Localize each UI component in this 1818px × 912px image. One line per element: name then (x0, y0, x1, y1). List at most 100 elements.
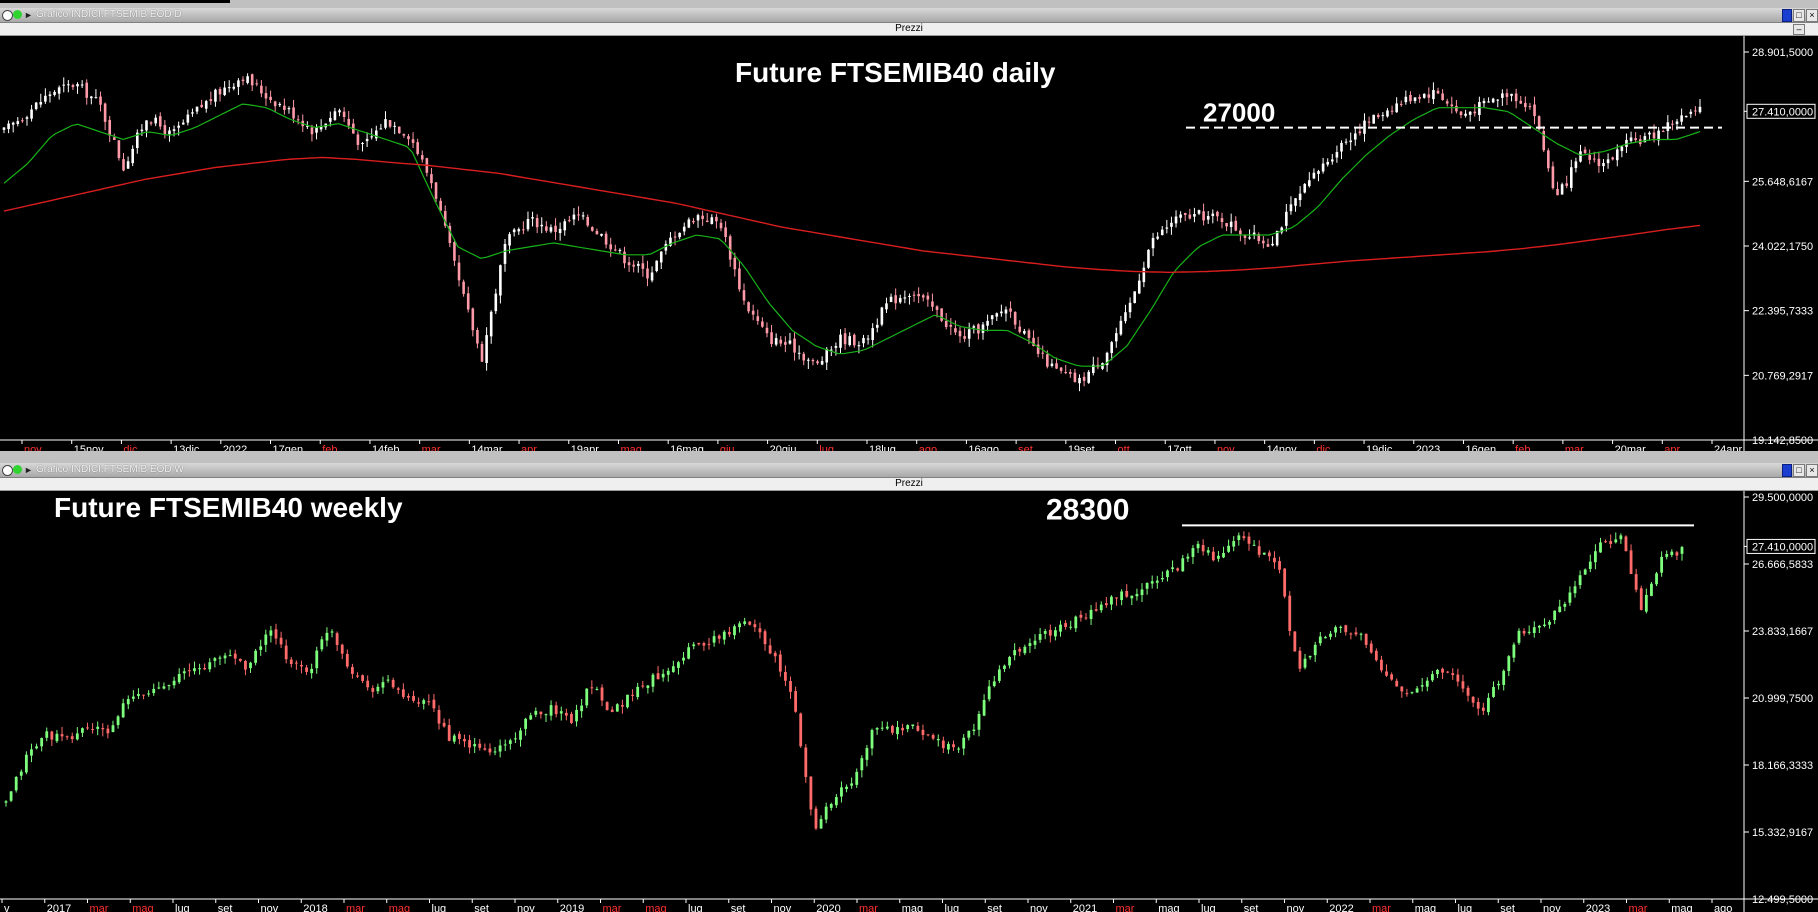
candle-body (1553, 610, 1557, 621)
candle (85, 79, 89, 105)
candle-body (862, 337, 865, 344)
candle-body (1482, 100, 1486, 104)
candle-body (1206, 550, 1210, 553)
candle (388, 119, 392, 129)
candle-body (626, 694, 629, 708)
weekly-chart-window[interactable]: ► Grafico INDICI.FTSEMIB EOD W □ × Prezz… (0, 463, 1818, 912)
candle (1170, 216, 1173, 235)
candle (1285, 204, 1288, 232)
candle-body (632, 264, 635, 267)
candle (632, 260, 635, 273)
candle (457, 731, 461, 745)
candle-body (1313, 644, 1317, 656)
candle (641, 255, 645, 277)
close-button[interactable]: × (1806, 464, 1818, 477)
candle (1225, 222, 1228, 232)
candle-body (1430, 674, 1434, 681)
candle (1110, 595, 1113, 611)
candle-body (391, 679, 395, 688)
candle (1593, 544, 1597, 570)
candle (1137, 273, 1141, 295)
maximize-button[interactable]: □ (1793, 464, 1805, 477)
candle (4, 800, 8, 807)
candle-body (1698, 106, 1702, 113)
candle-body (717, 635, 721, 639)
candle-body (427, 701, 431, 703)
candle-body (149, 122, 153, 124)
candle-body (1624, 536, 1628, 552)
candle-body (834, 346, 838, 348)
candle-body (1004, 309, 1008, 314)
candle (1055, 357, 1058, 370)
candle (101, 723, 105, 737)
x-tick-label: lug (1458, 903, 1473, 912)
candle-body (575, 709, 578, 722)
candle (524, 717, 528, 736)
y-tick-label: 20.769,2917 (1752, 370, 1813, 382)
candle-body (669, 237, 672, 246)
maximize-button[interactable]: □ (1793, 9, 1805, 22)
window-blue-icon[interactable] (1782, 464, 1792, 477)
candle (135, 129, 139, 154)
window-blue-icon[interactable] (1782, 9, 1792, 22)
candle (1405, 688, 1409, 697)
candle-body (1551, 166, 1555, 189)
candle-body (1568, 592, 1572, 603)
x-tick-label: 16gen (1465, 444, 1496, 451)
candle (595, 686, 599, 691)
candle (1043, 628, 1047, 640)
candle-body (1583, 569, 1587, 575)
candle-body (615, 704, 619, 712)
candle-body (1120, 591, 1124, 601)
close-button[interactable]: × (1806, 9, 1818, 22)
candle (852, 333, 856, 348)
candle-body (1133, 291, 1136, 303)
candle (814, 806, 818, 831)
candle (1094, 602, 1098, 612)
weekly-titlebar[interactable]: ► Grafico INDICI.FTSEMIB EOD W □ × (0, 463, 1818, 478)
candle-body (921, 729, 925, 735)
x-tick-label: 2023 (1586, 903, 1610, 912)
candle-body (926, 295, 930, 300)
candle-body (692, 220, 695, 223)
candle-body (1023, 330, 1026, 334)
candle (259, 639, 263, 656)
candle (1275, 230, 1279, 247)
candle-body (1376, 114, 1380, 117)
candle (753, 619, 757, 633)
candle-body (1418, 96, 1421, 99)
candle (677, 660, 680, 675)
candle (1399, 100, 1403, 107)
candle (1481, 702, 1485, 715)
candle-body (1104, 603, 1108, 606)
candle (407, 693, 410, 701)
candle-body (1027, 330, 1031, 338)
candle-body (241, 79, 245, 82)
window-menu-icon[interactable] (2, 10, 13, 21)
candle (366, 675, 370, 691)
daily-candlestick-chart[interactable]: 28.901,5000 27.410,0000 25.648,6167 24.022,… (0, 36, 1818, 451)
candle (466, 286, 470, 313)
window-menu-icon[interactable] (2, 465, 13, 476)
candle (1512, 642, 1516, 663)
candle-body (1329, 633, 1332, 637)
candle-body (142, 694, 145, 696)
candle-body (875, 728, 879, 730)
candle-body (1165, 227, 1169, 229)
candle-body (797, 352, 801, 354)
minimize-button[interactable]: – (1793, 24, 1805, 35)
candle-body (116, 716, 120, 726)
candle (1507, 655, 1511, 677)
daily-titlebar[interactable]: ► Grafico INDICI.FTSEMIB EOD D □ × (0, 8, 1818, 23)
daily-chart-window[interactable]: ► Grafico INDICI.FTSEMIB EOD D □ × Prezz… (0, 8, 1818, 451)
candle-body (310, 127, 314, 135)
candle-body (824, 806, 828, 820)
weekly-candlestick-chart[interactable]: 29.500,0000 27.410,0000 26.666,5833 23.833,… (0, 491, 1818, 912)
candle-body (1602, 163, 1605, 167)
candle-body (325, 632, 329, 641)
candle (365, 132, 369, 147)
candle (305, 664, 308, 675)
candle-body (463, 738, 466, 742)
candle-body (1661, 131, 1665, 133)
candle-body (121, 703, 125, 718)
